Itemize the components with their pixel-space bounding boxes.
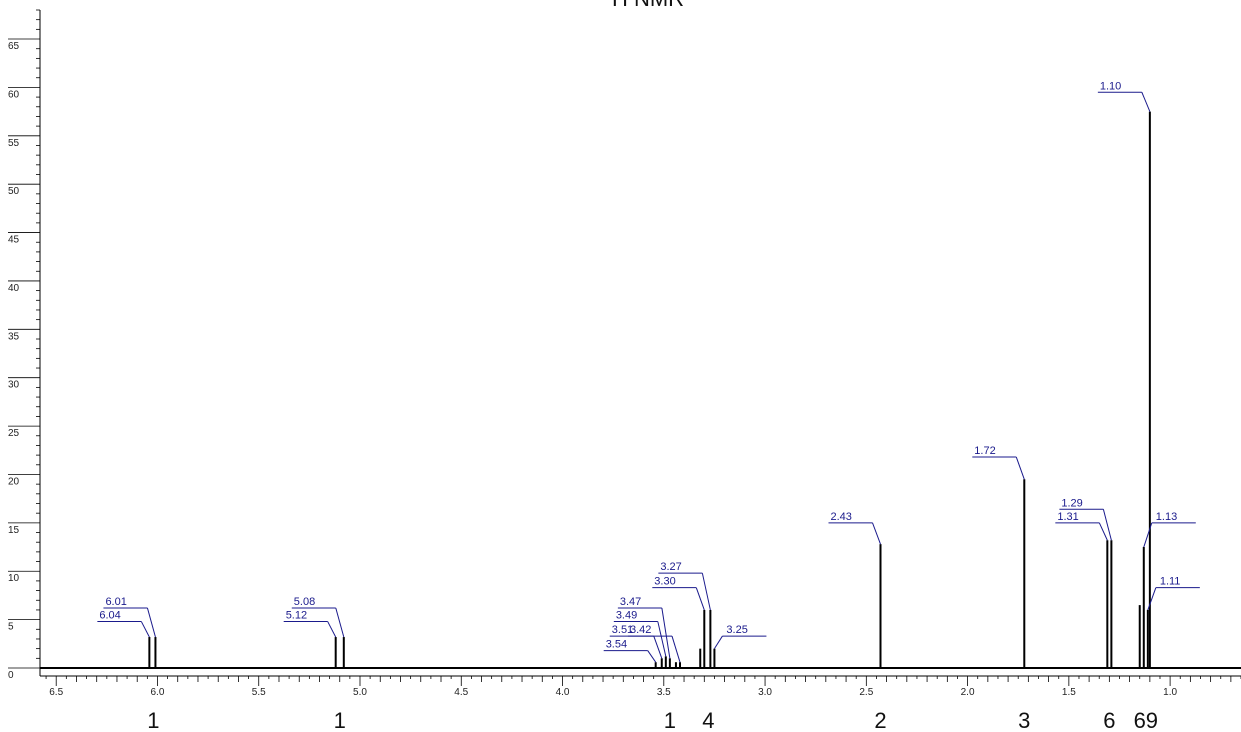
y-tick-label: 5 <box>8 622 14 633</box>
y-tick-label: 10 <box>8 573 20 584</box>
peak-label: 3.54 <box>606 639 627 651</box>
peak-label-leader <box>657 621 667 657</box>
integral-label: 6 <box>1134 708 1146 732</box>
x-tick-label: 4.0 <box>556 687 570 698</box>
peak-label: 1.72 <box>974 445 995 457</box>
integral-label: 2 <box>874 708 886 732</box>
peak-label-leader <box>661 607 671 659</box>
y-tick-label: 65 <box>8 41 20 52</box>
peak-label-leader <box>1098 522 1108 541</box>
y-tick-label: 55 <box>8 138 20 149</box>
x-tick-label: 5.5 <box>252 687 266 698</box>
peak-label: 2.43 <box>830 511 851 523</box>
peak-labels: 6.04 6.01 5.12 5.08 3.54 3.51 3.49 3.47 3.42 3.30… <box>97 80 1200 663</box>
integral-label: 6 <box>1103 708 1115 732</box>
peak-label: 1.29 <box>1061 497 1082 509</box>
peak-label-leader <box>1015 456 1025 480</box>
peak-label: 1.13 <box>1156 511 1177 523</box>
x-tick-label: 4.5 <box>454 687 468 698</box>
peak-label: 3.30 <box>654 576 675 588</box>
x-tick-label: 2.5 <box>859 687 873 698</box>
peak-label-leader <box>140 621 150 638</box>
integral-label: 1 <box>664 708 676 732</box>
peak-label-leader <box>1143 522 1153 548</box>
peak-label: 3.25 <box>726 624 747 636</box>
peak-label-leader <box>335 607 345 638</box>
chart-title: H NMR <box>612 0 684 11</box>
peak-label-leader <box>647 650 657 663</box>
y-axis: 0 5 10 15 20 25 30 35 40 45 50 55 60 65 <box>8 9 41 681</box>
y-tick-label: 50 <box>8 186 20 197</box>
peak-label: 3.27 <box>660 561 681 573</box>
peak-label-leader <box>1102 509 1112 541</box>
y-tick-label: 20 <box>8 476 20 487</box>
x-tick-label: 5.0 <box>353 687 367 698</box>
x-tick-label: 1.0 <box>1163 687 1177 698</box>
x-axis: 6.5 6.0 5.5 5.0 4.5 4.0 3.5 3.0 2.5 2.0 1.5 1.0 <box>40 667 1241 698</box>
peak-label-leader <box>1141 92 1151 112</box>
peak-series <box>148 111 1151 668</box>
y-tick-label: 60 <box>8 89 20 100</box>
peak-label: 5.08 <box>294 596 315 608</box>
x-tick-label: 2.0 <box>961 687 975 698</box>
x-tick-label: 6.0 <box>151 687 165 698</box>
peak-label-leader <box>653 635 663 659</box>
x-tick-label: 1.5 <box>1062 687 1076 698</box>
peak-label: 3.47 <box>620 596 641 608</box>
integral-label: 1 <box>147 708 159 732</box>
peak-label-leader <box>701 573 711 611</box>
peak-label-leader <box>671 635 681 663</box>
integral-label: 1 <box>334 708 346 732</box>
integral-label: 4 <box>702 708 714 732</box>
x-tick-label: 6.5 <box>49 687 63 698</box>
peak-label: 1.11 <box>1160 576 1181 588</box>
y-tick-label: 40 <box>8 283 20 294</box>
integral-label: 3 <box>1018 708 1030 732</box>
peak-label-leader <box>327 621 337 638</box>
y-tick-label: 30 <box>8 380 20 391</box>
y-tick-label: 15 <box>8 525 20 536</box>
peak-label: 3.42 <box>630 624 651 636</box>
peak-label: 1.31 <box>1057 511 1078 523</box>
y-tick-label: 45 <box>8 235 20 246</box>
peak-label-leader <box>695 587 705 611</box>
integral-label: 9 <box>1146 708 1158 732</box>
y-tick-label: 35 <box>8 331 20 342</box>
x-tick-label: 3.5 <box>657 687 671 698</box>
y-tick-label: 25 <box>8 428 20 439</box>
peak-label: 6.04 <box>99 610 120 622</box>
peak-label: 3.49 <box>616 610 637 622</box>
peak-label: 1.10 <box>1100 80 1121 92</box>
x-tick-label: 3.0 <box>758 687 772 698</box>
peak-label-leader <box>146 607 156 638</box>
peak-label: 5.12 <box>286 610 307 622</box>
peak-label: 6.01 <box>105 596 126 608</box>
peak-label-leader <box>872 522 881 545</box>
peak-label-leader <box>714 635 723 649</box>
peak-label: 3.51 <box>612 624 633 636</box>
peak-label-leader <box>1147 587 1157 611</box>
y-tick-label: 0 <box>8 670 14 681</box>
